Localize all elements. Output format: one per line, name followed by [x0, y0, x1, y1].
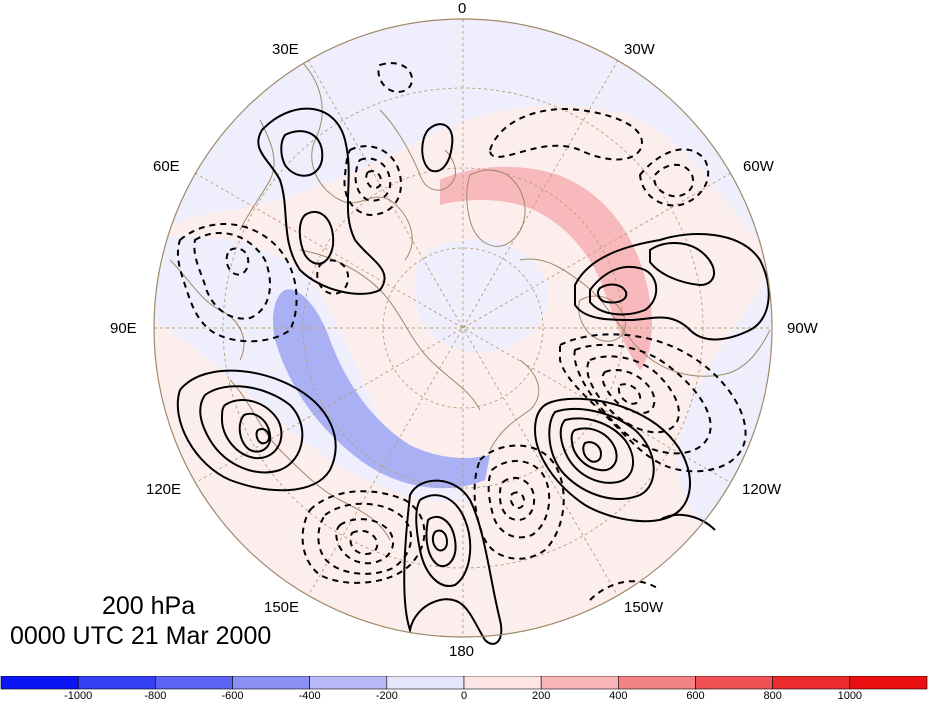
colorbar-tick-label: -600: [221, 690, 244, 702]
coast-western-eur: [239, 119, 275, 231]
pressure-level-title: 200 hPa: [102, 592, 196, 620]
meridian-60e-120w: [194, 172, 732, 484]
colorbar-swatch: [155, 676, 233, 690]
colorbar-swatch: [772, 676, 851, 690]
colorbar-tick-label: -200: [375, 690, 398, 702]
colorbar-swatch: [540, 676, 619, 690]
positive-center-north-america: [574, 233, 770, 531]
longitude-label-90w: 90W: [787, 320, 818, 337]
colorbar-swatch: [0, 676, 79, 690]
colorbar-swatch: [463, 676, 542, 690]
positive-strong-band: [440, 166, 652, 370]
longitude-label-180: 180: [449, 643, 475, 660]
longitude-label-30e: 30E: [272, 41, 299, 58]
meridian-30e-150w: [307, 59, 619, 597]
colorbar-tick-label: 600: [686, 690, 705, 702]
coast-alaska: [489, 359, 540, 451]
colorbar: [0, 676, 928, 690]
negative-center-siberia: [343, 145, 402, 217]
colorbar-swatch: [309, 676, 388, 690]
longitude-label-30w: 30W: [624, 41, 655, 58]
graticule: [154, 19, 772, 637]
longitude-label-150e: 150E: [264, 599, 300, 616]
polar-stereographic-map: [153, 18, 773, 645]
colorbar-swatch: [232, 676, 310, 690]
colorbar-tick-label: 0: [460, 690, 468, 702]
colorbar-tick-label: -1000: [64, 690, 93, 702]
colorbar-swatch: [695, 676, 773, 690]
longitude-label-120w: 120W: [742, 481, 782, 498]
longitude-label-120e: 120E: [146, 481, 182, 498]
negative-center-central-asia: [176, 223, 350, 343]
colorbar-swatch: [386, 676, 465, 690]
negative-contours: [176, 62, 747, 601]
colorbar-tick-label: -800: [144, 690, 167, 702]
negative-center-north-atlantic: [377, 62, 710, 601]
latitude-circle-70n: [382, 247, 544, 409]
longitude-label-150w: 150W: [624, 599, 664, 616]
longitude-label-90e: 90E: [110, 320, 137, 337]
longitude-label-60e: 60E: [153, 158, 180, 175]
map-boundary: [153, 18, 773, 638]
colorbar-tick-label: 800: [763, 690, 782, 702]
negative-center-north-pacific: [301, 444, 565, 584]
colorbar-swatch: [618, 676, 696, 690]
colorbar-swatch: [849, 676, 928, 690]
colorbar-tick-label: -400: [298, 690, 321, 702]
negative-strong-band: [273, 289, 490, 489]
coast-europe: [299, 59, 413, 261]
positive-center-pacific-west: [403, 479, 503, 645]
colorbar-swatch: [77, 676, 156, 690]
meridian-60w-120e: [194, 172, 732, 484]
valid-time-title: 0000 UTC 21 Mar 2000: [10, 622, 272, 650]
coast-greenland: [466, 169, 526, 247]
meridian-30w-150e: [307, 59, 619, 597]
coast-east-asia: [229, 379, 391, 541]
positive-center-pacific-east: [533, 397, 691, 523]
colorbar-tick-label: 1000: [837, 690, 863, 702]
coast-scandinavia: [379, 109, 456, 191]
longitude-label-0: 0: [458, 0, 467, 17]
colorbar-tick-label: 400: [609, 690, 628, 702]
negative-center-north-america-west: [559, 333, 747, 473]
positive-center-east-asia: [176, 369, 337, 492]
coast-hudson: [578, 295, 626, 342]
negative-shading-north: [154, 19, 772, 260]
longitude-label-60w: 60W: [743, 158, 774, 175]
positive-center-north-atlantic: [421, 123, 454, 173]
colorbar-tick-label: 200: [531, 690, 551, 702]
